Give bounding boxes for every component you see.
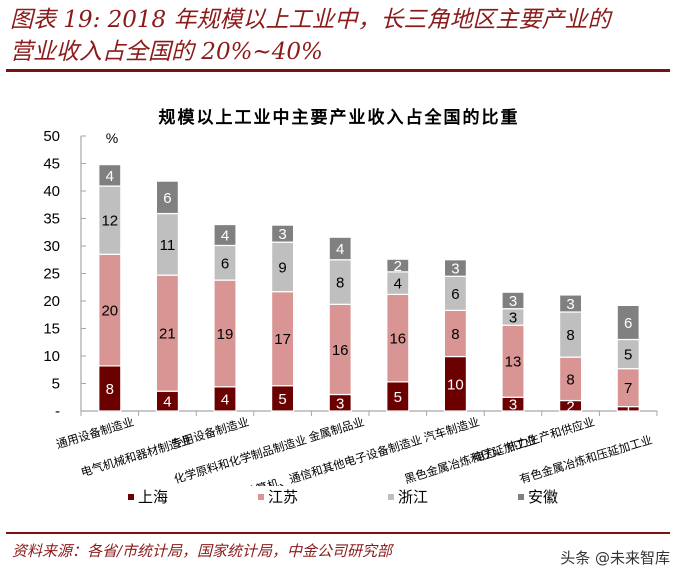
legend-swatch-icon <box>258 493 264 500</box>
watermark: 头条 @未来智库 <box>560 549 670 567</box>
bar-value-label: 13 <box>505 354 522 371</box>
bar-value-label: 11 <box>160 237 176 254</box>
bar-value-label: 7 <box>624 380 632 397</box>
bar-segment <box>213 223 237 247</box>
bar-segment <box>155 180 179 215</box>
bar-segment <box>328 236 352 261</box>
bar-value-label: 3 <box>509 309 517 326</box>
bar-value-label: 16 <box>389 331 406 348</box>
chart-title: 规模以上工业中主要产业收入占全国的比重 <box>158 108 520 128</box>
bar-value-label: 12 <box>101 213 118 230</box>
bar-value-label: 3 <box>509 293 517 310</box>
bar-value-label: 2 <box>566 398 574 415</box>
bar-value-label: 4 <box>336 241 344 258</box>
bar-segment <box>616 304 640 341</box>
legend-label: 浙江 <box>398 488 429 506</box>
x-category-label: 计算机、通信和其他电子设备制造业 <box>243 432 423 486</box>
bar-value-label: 4 <box>106 168 114 185</box>
bar-value-label: 3 <box>509 397 517 414</box>
bar-value-label: 5 <box>624 347 632 364</box>
top-rule <box>6 69 670 72</box>
legend-item: 上海 <box>128 486 168 507</box>
bar-value-label: 6 <box>624 315 632 332</box>
x-category-label: 专用设备制造业 <box>170 414 251 451</box>
bar-value-label: 5 <box>278 391 286 408</box>
y-tick-label: 50 <box>43 128 60 145</box>
y-tick-label: 15 <box>43 321 60 338</box>
bar-segment <box>271 224 295 243</box>
legend-label: 江苏 <box>268 488 299 506</box>
y-tick-label: - <box>55 403 60 420</box>
bar-value-label: 8 <box>566 371 574 388</box>
bar-value-label: 6 <box>451 286 459 303</box>
bar-value-label: 21 <box>159 326 176 343</box>
bar-value-label: 1 <box>624 401 632 418</box>
bar-value-label: 9 <box>278 259 286 276</box>
y-tick-label: 30 <box>43 238 60 255</box>
bar-value-label: 8 <box>336 275 344 292</box>
y-tick-label: 5 <box>52 376 60 393</box>
legend-item: 浙江 <box>388 486 428 507</box>
bar-segment <box>98 164 122 187</box>
bar-value-label: 10 <box>447 376 464 393</box>
legend-label: 安徽 <box>528 488 559 506</box>
y-tick-label: 45 <box>43 156 60 173</box>
bar-value-label: 16 <box>332 342 349 359</box>
bar-segment <box>558 294 583 313</box>
y-tick-label: 35 <box>43 211 60 228</box>
legend-swatch-icon <box>518 493 524 500</box>
y-tick-label: 40 <box>43 183 60 200</box>
bar-value-label: 4 <box>221 391 229 408</box>
y-tick-label: 25 <box>43 266 60 283</box>
bar-value-label: 20 <box>101 303 118 320</box>
bar-value-label: 8 <box>566 327 574 344</box>
bar-value-label: 4 <box>221 228 229 245</box>
bar-segment <box>386 258 410 273</box>
bar-value-label: 3 <box>451 261 459 278</box>
bar-value-label: 8 <box>451 326 459 343</box>
bar-value-label: 6 <box>163 190 171 207</box>
x-category-label: 通用设备制造业 <box>54 414 135 451</box>
bar-segment <box>443 259 467 277</box>
bar-value-label: 3 <box>566 296 574 313</box>
bar-value-label: 3 <box>336 395 344 412</box>
legend-label: 上海 <box>138 488 169 506</box>
bar-value-label: 17 <box>274 331 291 348</box>
legend-swatch-icon <box>388 493 394 500</box>
y-unit-label: % <box>106 130 118 146</box>
source-note: 资料来源：各省/市统计局，国家统计局，中金公司研究部 <box>12 542 393 560</box>
bar-value-label: 8 <box>106 381 114 398</box>
bar-value-label: 5 <box>394 389 402 406</box>
figure-title-line1: 图表 19: 2018 年规模以上工业中，长三角地区主要产业的 <box>10 7 611 33</box>
bar-value-label: 19 <box>217 326 234 343</box>
bar-value-label: 4 <box>163 394 171 411</box>
bar-value-label: 2 <box>394 258 402 275</box>
bar-value-label: 3 <box>278 226 286 243</box>
legend-swatch-icon <box>128 493 134 500</box>
legend-item: 江苏 <box>258 486 298 507</box>
chart-legend: 上海 江苏 浙江 安徽 <box>0 486 678 508</box>
bar-value-label: 4 <box>394 276 402 293</box>
bar-value-label: 6 <box>221 255 229 272</box>
figure-title-line2: 营业收入占全国的 20%~40% <box>10 39 323 65</box>
bar-segment <box>501 291 525 310</box>
y-tick-label: 20 <box>43 293 60 310</box>
legend-item: 安徽 <box>518 486 558 507</box>
x-category-label: 汽车制造业 <box>422 414 481 444</box>
figure-title: 图表 19: 2018 年规模以上工业中，长三角地区主要产业的 营业收入占全国的… <box>10 4 670 68</box>
bottom-rule <box>6 532 670 534</box>
y-tick-label: 10 <box>43 348 60 365</box>
x-category-label: 金属制品业 <box>307 414 366 444</box>
